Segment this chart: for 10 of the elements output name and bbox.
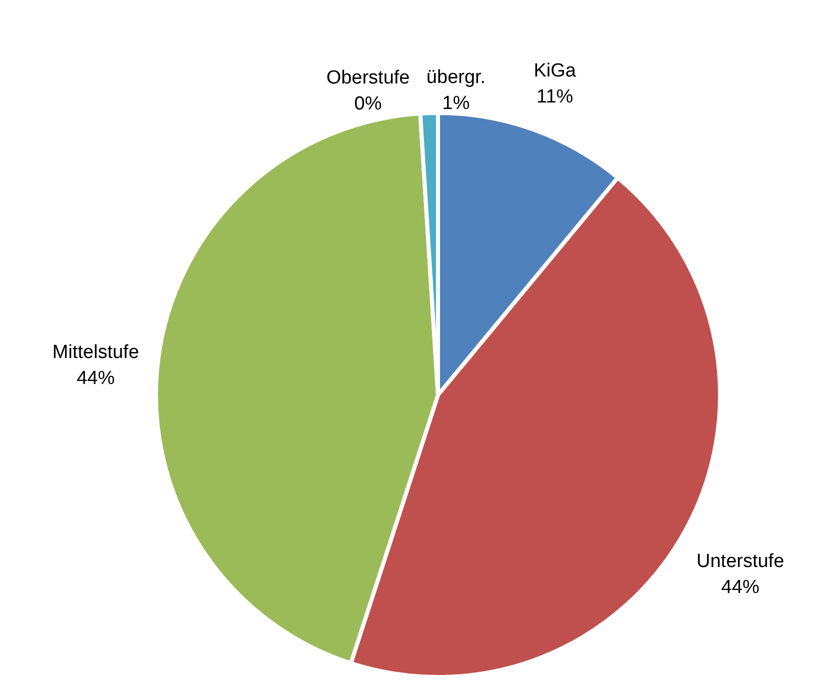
data-label: 1%	[442, 93, 470, 114]
data-label: 44%	[721, 577, 760, 598]
data-label: 11%	[536, 86, 574, 108]
slice-label: Mittelstufe	[52, 342, 140, 363]
slice-label: übergr.	[426, 67, 486, 88]
category-label: Oberstufe	[326, 68, 410, 89]
slice-label: KiGa	[534, 60, 576, 82]
text: 0%	[354, 94, 382, 115]
slice-label: Unterstufe	[696, 551, 784, 572]
data-label: 44%	[76, 368, 115, 389]
